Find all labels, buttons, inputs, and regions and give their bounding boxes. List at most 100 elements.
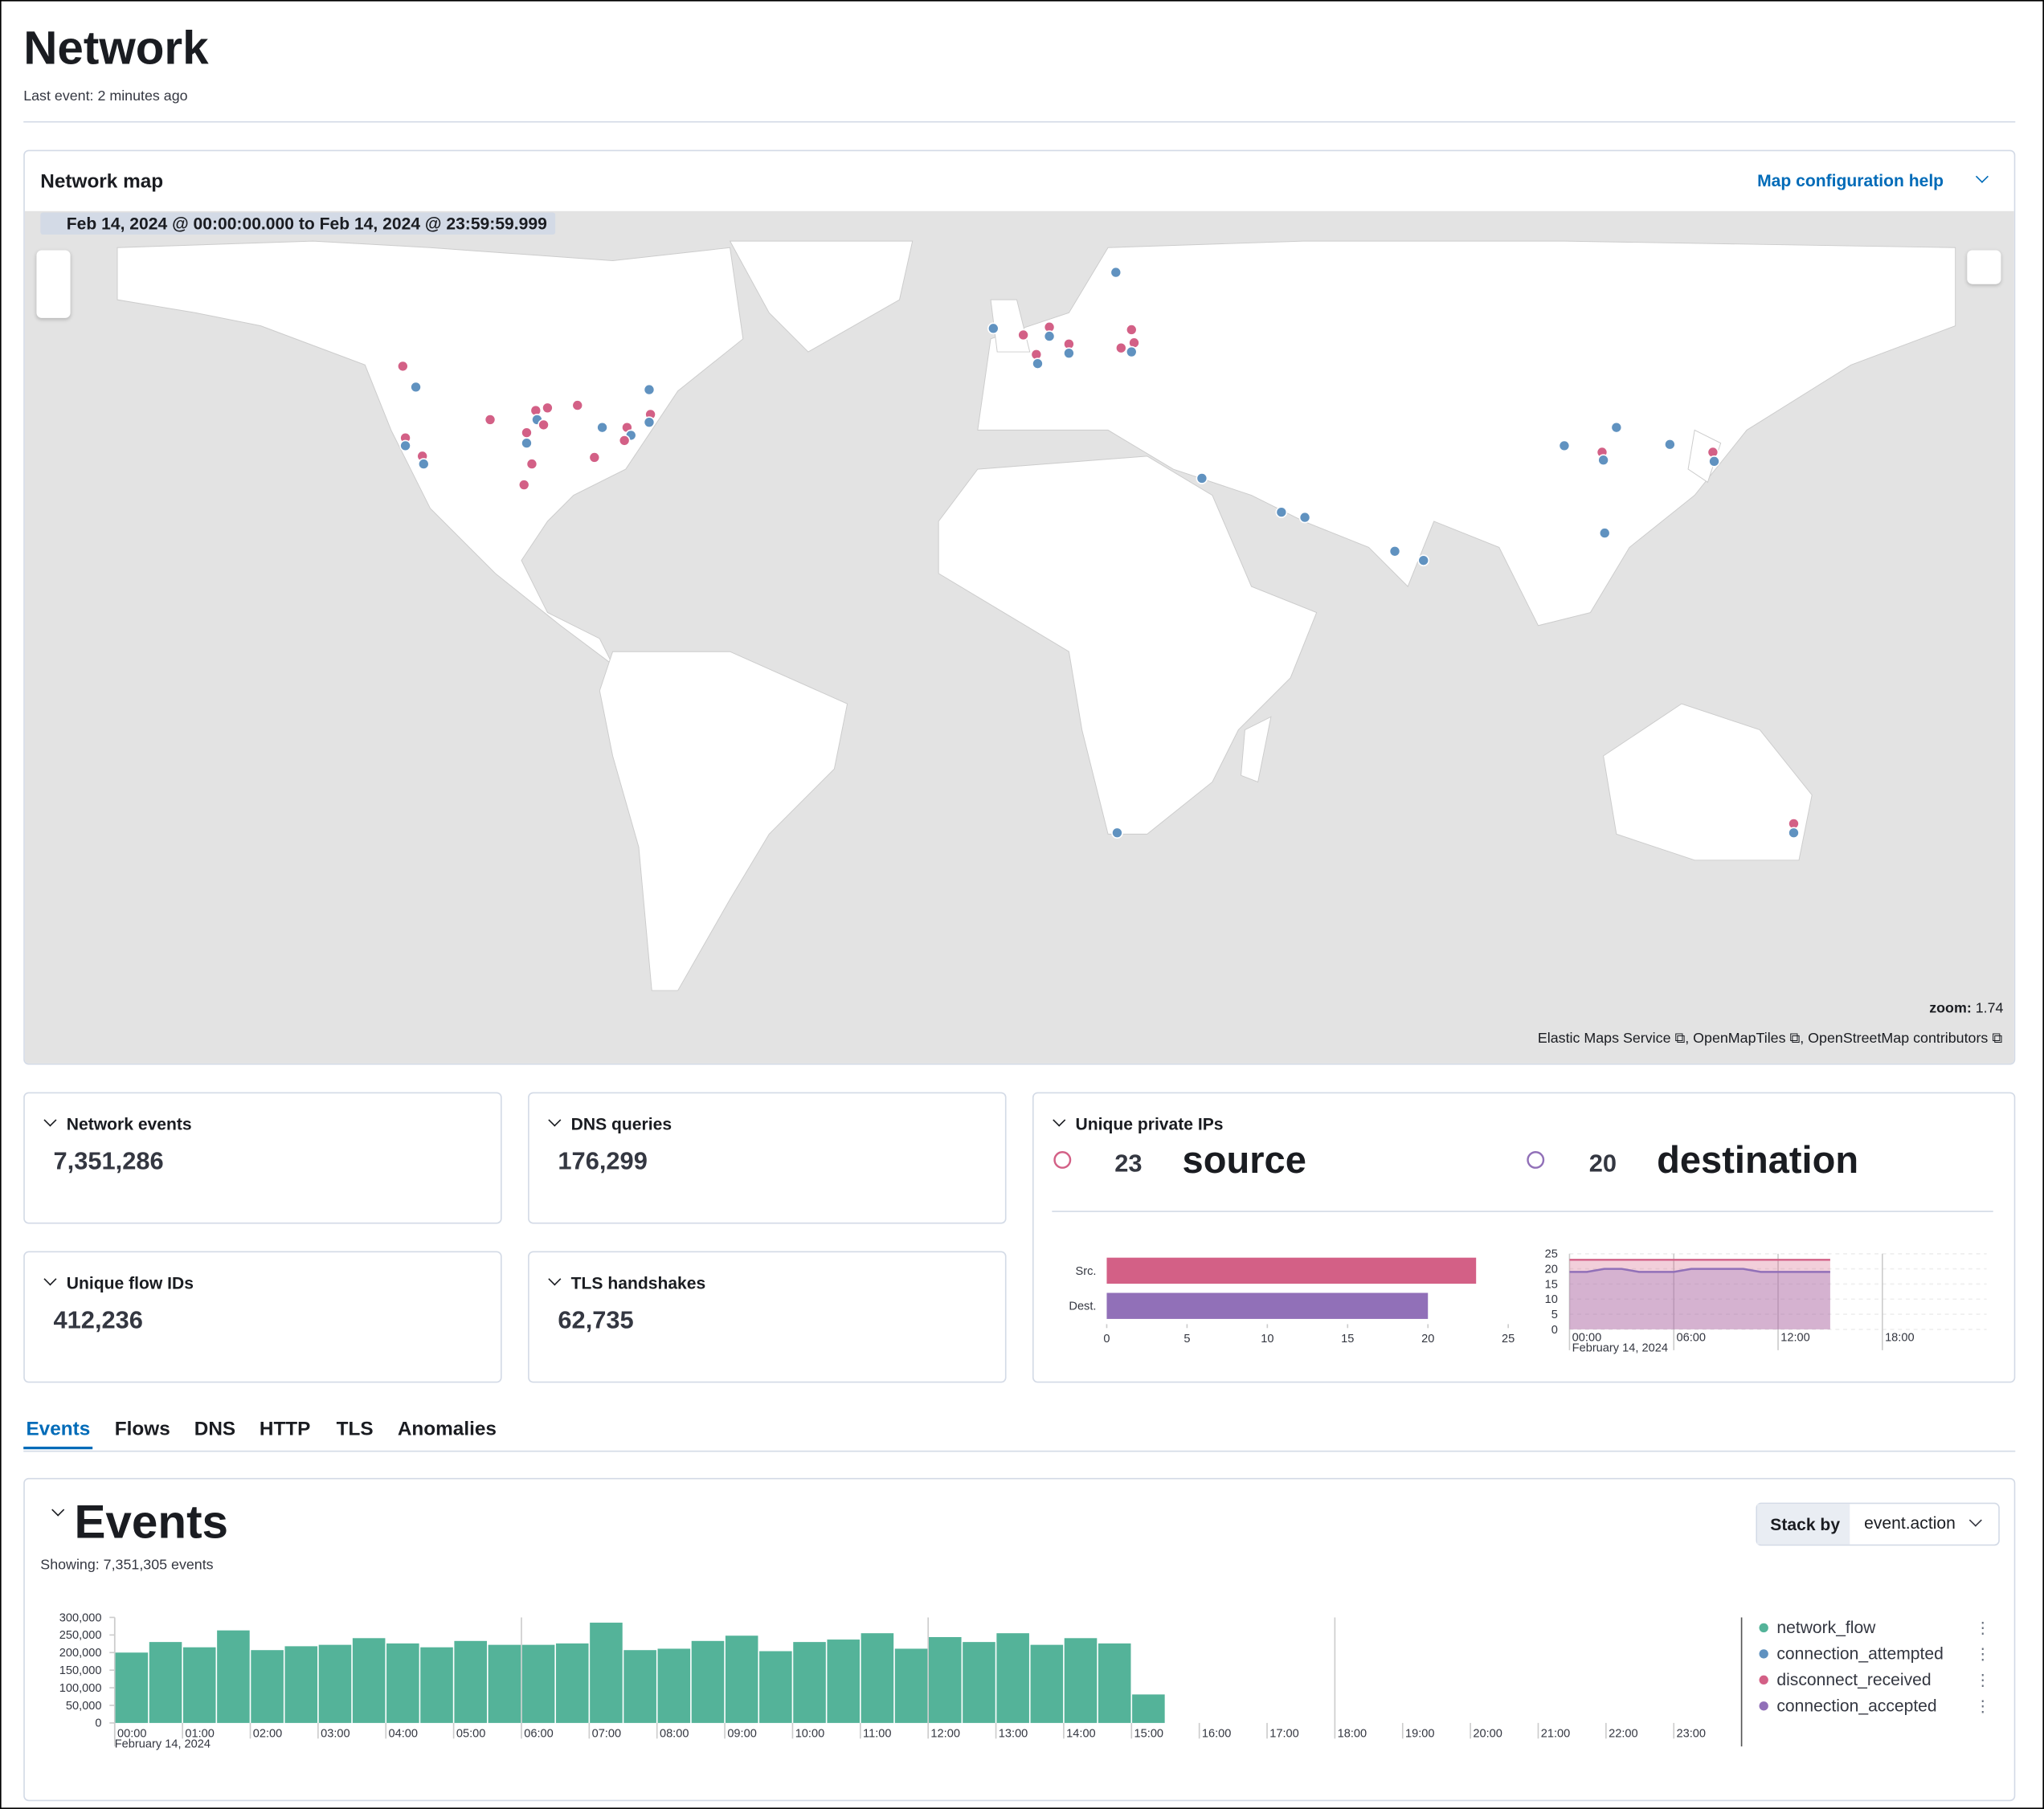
map-pin xyxy=(397,360,409,373)
tab[interactable]: Anomalies xyxy=(397,1418,497,1440)
map-pin xyxy=(588,451,601,463)
map-pin xyxy=(1788,827,1800,839)
x-tick-label: 13:00 xyxy=(999,1728,1028,1741)
y-tick-label: 0 xyxy=(95,1717,101,1730)
destination-label: destination xyxy=(1657,1140,1859,1182)
stat-title: DNS queries xyxy=(570,1114,672,1134)
x-tick-label: 25 xyxy=(1502,1333,1515,1346)
x-tick-label: 18:00 xyxy=(1338,1728,1367,1741)
tab[interactable]: HTTP xyxy=(259,1418,311,1440)
divider xyxy=(1052,1211,1993,1212)
map-pin xyxy=(1017,329,1029,341)
map-title: Network map xyxy=(40,170,164,194)
time-range: Feb 14, 2024 @ 00:00:00.000 to Feb 14, 2… xyxy=(66,214,547,234)
y-tick-label: 5 xyxy=(1551,1309,1558,1321)
map-pin xyxy=(525,458,538,470)
x-tick-label: 22:00 xyxy=(1609,1728,1638,1741)
area xyxy=(1569,1268,1830,1329)
attribution-link[interactable]: OpenMapTiles xyxy=(1693,1031,1786,1047)
bar xyxy=(420,1647,453,1723)
attribution-link[interactable]: Elastic Maps Service xyxy=(1537,1031,1671,1047)
map-pin xyxy=(596,421,608,434)
x-tick-label: 12:00 xyxy=(1780,1332,1810,1345)
tab[interactable]: TLS xyxy=(336,1418,374,1440)
y-tick-label: 200,000 xyxy=(59,1647,102,1660)
events-count: Showing: 7,351,305 events xyxy=(40,1557,214,1574)
bar xyxy=(1132,1694,1165,1723)
map-pin xyxy=(538,419,550,431)
legend-label: disconnect_received xyxy=(1776,1671,1931,1689)
map-pin xyxy=(542,402,554,414)
x-sublabel: February 14, 2024 xyxy=(1572,1341,1668,1354)
y-tick-label: 10 xyxy=(1545,1293,1558,1306)
legend-menu: ⋮ xyxy=(1975,1645,1990,1663)
stat-title: Unique private IPs xyxy=(1075,1114,1224,1134)
x-tick-label: 00:00 xyxy=(117,1728,147,1741)
x-tick-label: 06:00 xyxy=(1676,1332,1706,1345)
x-tick-label: 23:00 xyxy=(1676,1728,1706,1741)
y-tick-label: 100,000 xyxy=(59,1682,102,1695)
x-tick-label: 03:00 xyxy=(321,1728,350,1741)
x-tick-label: 20 xyxy=(1421,1333,1434,1346)
x-tick-label: 18:00 xyxy=(1885,1332,1915,1345)
help-link[interactable]: Map configuration help xyxy=(1757,170,1944,190)
stat-value: 412,236 xyxy=(53,1307,143,1335)
x-tick-label: 14:00 xyxy=(1066,1728,1096,1741)
map-pin xyxy=(1115,341,1127,354)
ips-panel: Unique private IPs 23 source 20 destinat… xyxy=(1032,1092,2016,1383)
bar xyxy=(217,1630,250,1723)
x-tick-label: 09:00 xyxy=(727,1728,757,1741)
bar xyxy=(555,1643,589,1723)
x-tick-label: 07:00 xyxy=(592,1728,622,1741)
x-sublabel: February 14, 2024 xyxy=(115,1738,211,1751)
map-pin xyxy=(1275,506,1288,518)
map-pin xyxy=(618,435,631,447)
bar xyxy=(149,1642,182,1723)
bar xyxy=(284,1646,318,1723)
page-title: Network xyxy=(23,20,209,75)
tab[interactable]: DNS xyxy=(194,1418,236,1440)
x-tick-label: 06:00 xyxy=(524,1728,554,1741)
source-label: source xyxy=(1182,1140,1306,1182)
x-tick-label: 0 xyxy=(1103,1333,1110,1346)
landmass xyxy=(117,240,744,665)
map-pin xyxy=(417,458,430,470)
layer-toggle[interactable] xyxy=(1967,250,2001,284)
landmass xyxy=(977,240,1956,627)
legend-swatch xyxy=(1759,1623,1768,1633)
map-pin xyxy=(1598,527,1611,539)
x-tick-label: 12:00 xyxy=(930,1728,960,1741)
bar xyxy=(691,1640,725,1723)
y-tick-label: 15 xyxy=(1545,1278,1558,1291)
zoom-info: zoom: 1.74 xyxy=(1929,1001,2003,1016)
map-pin xyxy=(484,414,497,426)
x-tick-label: 20:00 xyxy=(1473,1728,1502,1741)
tab[interactable]: Flows xyxy=(114,1418,170,1440)
map-pin xyxy=(1597,454,1609,467)
tab[interactable]: Events xyxy=(26,1418,91,1440)
time-range-badge: Feb 14, 2024 @ 00:00:00.000 to Feb 14, 2… xyxy=(40,212,555,235)
y-tick-label: 20 xyxy=(1545,1263,1558,1276)
map-pin xyxy=(1610,421,1623,434)
last-event: Last event: 2 minutes ago xyxy=(23,88,188,104)
y-tick-label: 0 xyxy=(1551,1324,1558,1337)
stat-panel: TLS handshakes 62,735 xyxy=(528,1251,1007,1383)
bar xyxy=(386,1643,419,1723)
destination-icon xyxy=(1527,1151,1545,1169)
stack-by-select[interactable]: Stack by event.action xyxy=(1756,1502,2000,1546)
bar xyxy=(793,1642,826,1723)
stat-title: TLS handshakes xyxy=(570,1273,706,1293)
legend-label: connection_accepted xyxy=(1776,1697,1936,1715)
attribution-link[interactable]: OpenStreetMap contributors xyxy=(1808,1031,1989,1047)
stack-by-label: Stack by xyxy=(1770,1514,1841,1534)
bar xyxy=(623,1650,656,1723)
x-tick-label: 21:00 xyxy=(1541,1728,1571,1741)
map-pin xyxy=(1417,554,1430,566)
map-pin xyxy=(1043,330,1056,342)
bar xyxy=(827,1640,861,1723)
zoom-controls[interactable] xyxy=(36,250,71,318)
bar xyxy=(521,1644,555,1723)
map-pin xyxy=(521,427,533,439)
y-tick-label: 50,000 xyxy=(66,1700,102,1713)
